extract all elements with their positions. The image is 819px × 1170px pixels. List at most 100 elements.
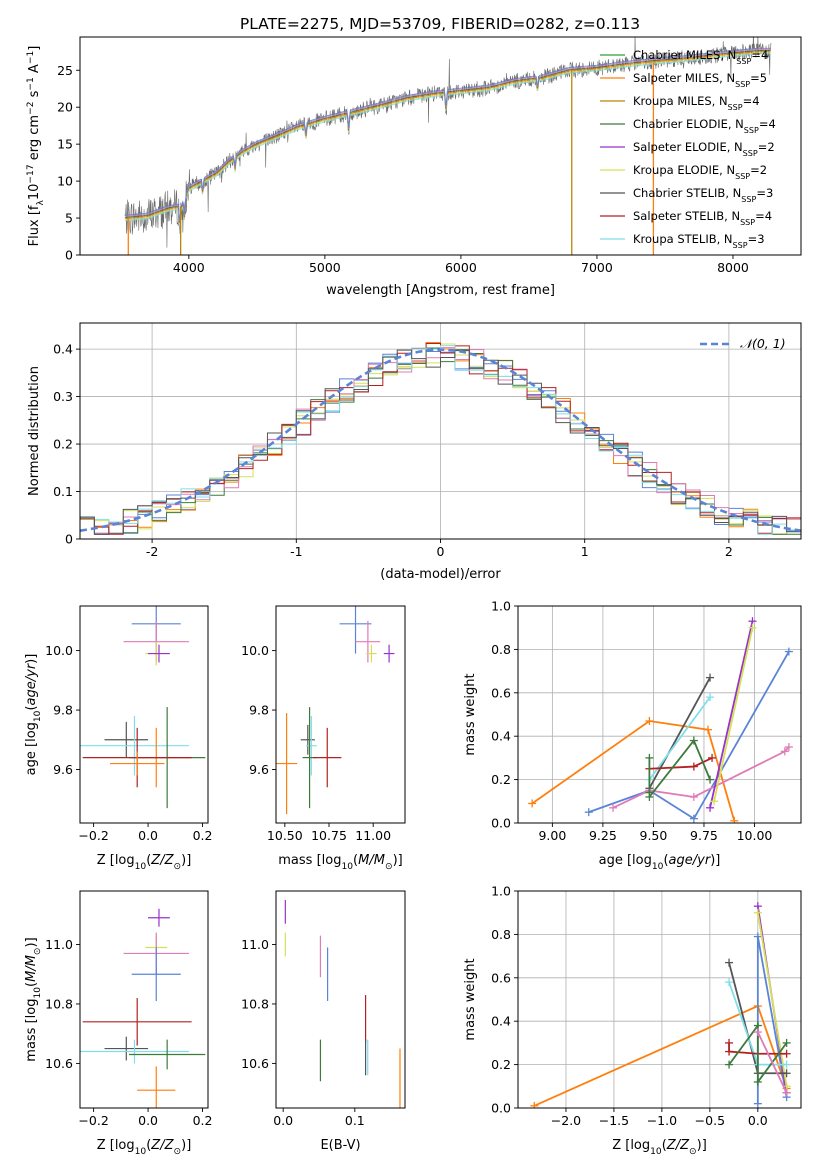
- y-tick-label: 0.0: [491, 816, 511, 831]
- panel-mass_age: 10.50 10.75 11.00 9.6 9.8 10.0 mass [log10(M/M…: [241, 605, 406, 872]
- x-tick-label: 4000: [173, 260, 205, 275]
- y-tick-label: 0.0: [491, 1101, 511, 1116]
- x-tick-label: 0.0: [748, 1113, 768, 1128]
- x-tick-label: 11.00: [355, 828, 391, 843]
- y-tick-label: 20: [57, 100, 73, 115]
- x-tick-label: -1: [290, 544, 302, 559]
- panel-residuals: -2 -1 0 1 2 0 0.1 0.2 0.3 0.4 𝒩(0, 1) (data-model)/…: [27, 322, 802, 582]
- weight-line: [709, 620, 754, 809]
- y-tick-label: 10.0: [45, 643, 73, 658]
- x-tick-label: −1.5: [599, 1113, 629, 1128]
- y-tick-label: 0.4: [53, 342, 73, 357]
- y-axis-label: Flux [fλ10−17 erg cm−2 s−1 A−1]: [26, 46, 46, 247]
- x-tick-label: 9.75: [690, 828, 718, 843]
- panel-z_age: −0.2 0.0 0.2 9.6 9.8 10.0 Z [log10(Z/Z⊙)] age […: [24, 605, 212, 872]
- y-tick-label: 11.0: [241, 937, 269, 952]
- x-tick-label: 2: [725, 544, 733, 559]
- y-tick-label: 0.2: [491, 772, 511, 787]
- y-tick-label: 10.0: [241, 643, 269, 658]
- weight-line: [588, 651, 790, 820]
- x-tick-label: 10.50: [267, 828, 303, 843]
- y-tick-label: 0.8: [491, 927, 511, 942]
- x-axis-label: mass [log10(M/M⊙)]: [278, 853, 402, 872]
- legend-label: Chabrier STELIB, NSSP=3: [633, 186, 773, 204]
- weight-line: [648, 677, 711, 789]
- plot-area: [284, 899, 401, 1108]
- weight-line: [648, 696, 711, 781]
- y-tick-label: 0.2: [53, 437, 73, 452]
- y-tick-label: 15: [57, 137, 73, 152]
- legend-label: Salpeter ELODIE, NSSP=2: [633, 140, 775, 158]
- axes-frame: [79, 890, 209, 1109]
- x-tick-label: −0.5: [695, 1113, 725, 1128]
- y-tick-label: 9.8: [249, 703, 269, 718]
- legend-label: Chabrier MILES, NSSP=4: [633, 48, 768, 66]
- weight-line: [728, 1042, 787, 1055]
- y-tick-label: 11.0: [45, 937, 73, 952]
- x-tick-label: −0.2: [78, 828, 108, 843]
- x-tick-label: 0: [437, 544, 445, 559]
- x-axis-label: (data-model)/error: [380, 567, 501, 582]
- x-tick-label: 6000: [445, 260, 477, 275]
- y-tick-label: 0: [65, 532, 73, 547]
- x-tick-label: 9.50: [640, 828, 668, 843]
- axes-frame: [275, 890, 406, 1109]
- y-tick-label: 1.0: [491, 599, 511, 614]
- weight-line: [757, 1031, 788, 1094]
- plot-area: [80, 342, 801, 535]
- axes-frame: [517, 890, 802, 1109]
- y-tick-label: 10.6: [45, 1056, 73, 1071]
- x-tick-label: 0.0: [138, 828, 158, 843]
- x-tick-label: 0.0: [138, 1113, 158, 1128]
- x-tick-label: 8000: [717, 260, 749, 275]
- x-axis-label: Z [log10(Z/Z⊙)]: [97, 1138, 192, 1157]
- panel-spectrum: 4000 5000 6000 7000 8000 0 5 10 15 20 25 wavelength…: [26, 36, 802, 298]
- y-tick-label: 0.3: [53, 389, 73, 404]
- x-tick-label: −2.0: [551, 1113, 581, 1128]
- x-tick-label: 0.1: [345, 1113, 365, 1128]
- panel-age_weight: 9.00 9.25 9.50 9.75 10.00 0.0 0.2 0.4 0.6 0.8 1.0 a…: [463, 599, 802, 872]
- legend-label: Salpeter STELIB, NSSP=4: [633, 209, 772, 227]
- weight-line: [531, 720, 736, 822]
- axes-frame: [517, 605, 802, 824]
- y-tick-label: 5: [65, 211, 73, 226]
- y-axis-label: mass weight: [463, 673, 478, 755]
- x-axis-label: wavelength [Angstrom, rest frame]: [326, 283, 555, 298]
- x-axis-label: Z [log10(Z/Z⊙)]: [97, 853, 192, 872]
- panel-z_weight: −2.0 −1.5 −1.0 −0.5 0.0 0.0 0.2 0.4 0.6 0.8 1.0 Z […: [463, 884, 802, 1157]
- normal-curve: [80, 348, 801, 532]
- y-tick-label: 0.2: [491, 1057, 511, 1072]
- y-tick-label: 10.6: [241, 1056, 269, 1071]
- y-tick-label: 9.8: [53, 703, 73, 718]
- x-tick-label: 1: [581, 544, 589, 559]
- plot-area: [80, 606, 206, 809]
- y-tick-label: 0: [65, 248, 73, 263]
- y-axis-label: mass [log10(M/M⊙)]: [24, 937, 43, 1061]
- legend-label: Kroupa STELIB, NSSP=3: [633, 232, 765, 250]
- figure-title: PLATE=2275, MJD=53709, FIBERID=0282, z=0…: [240, 15, 640, 33]
- y-tick-label: 10.8: [45, 996, 73, 1011]
- y-tick-label: 0.8: [491, 642, 511, 657]
- y-axis-label: Normed distribution: [27, 366, 42, 496]
- x-tick-label: 10.00: [737, 828, 773, 843]
- y-tick-label: 10: [57, 174, 73, 189]
- residual-histogram: [80, 349, 801, 535]
- plot-area: [80, 908, 206, 1108]
- x-tick-label: 9.00: [538, 828, 566, 843]
- y-tick-label: 0.6: [491, 685, 511, 700]
- legend-label: Kroupa MILES, NSSP=4: [633, 94, 760, 112]
- y-tick-label: 10.8: [241, 996, 269, 1011]
- x-tick-label: 0.2: [193, 1113, 213, 1128]
- x-tick-label: 9.25: [589, 828, 617, 843]
- y-tick-label: 9.6: [249, 762, 269, 777]
- weight-line: [756, 912, 788, 1087]
- y-axis-label: age [log10(age/yr)]: [24, 654, 43, 776]
- x-tick-label: 10.75: [311, 828, 347, 843]
- axes-frame: [79, 36, 802, 256]
- x-tick-label: -2: [146, 544, 158, 559]
- y-tick-label: 9.6: [53, 762, 73, 777]
- x-axis-label: E(B-V): [320, 1138, 360, 1153]
- x-tick-label: 7000: [581, 260, 613, 275]
- axes-frame: [79, 605, 209, 824]
